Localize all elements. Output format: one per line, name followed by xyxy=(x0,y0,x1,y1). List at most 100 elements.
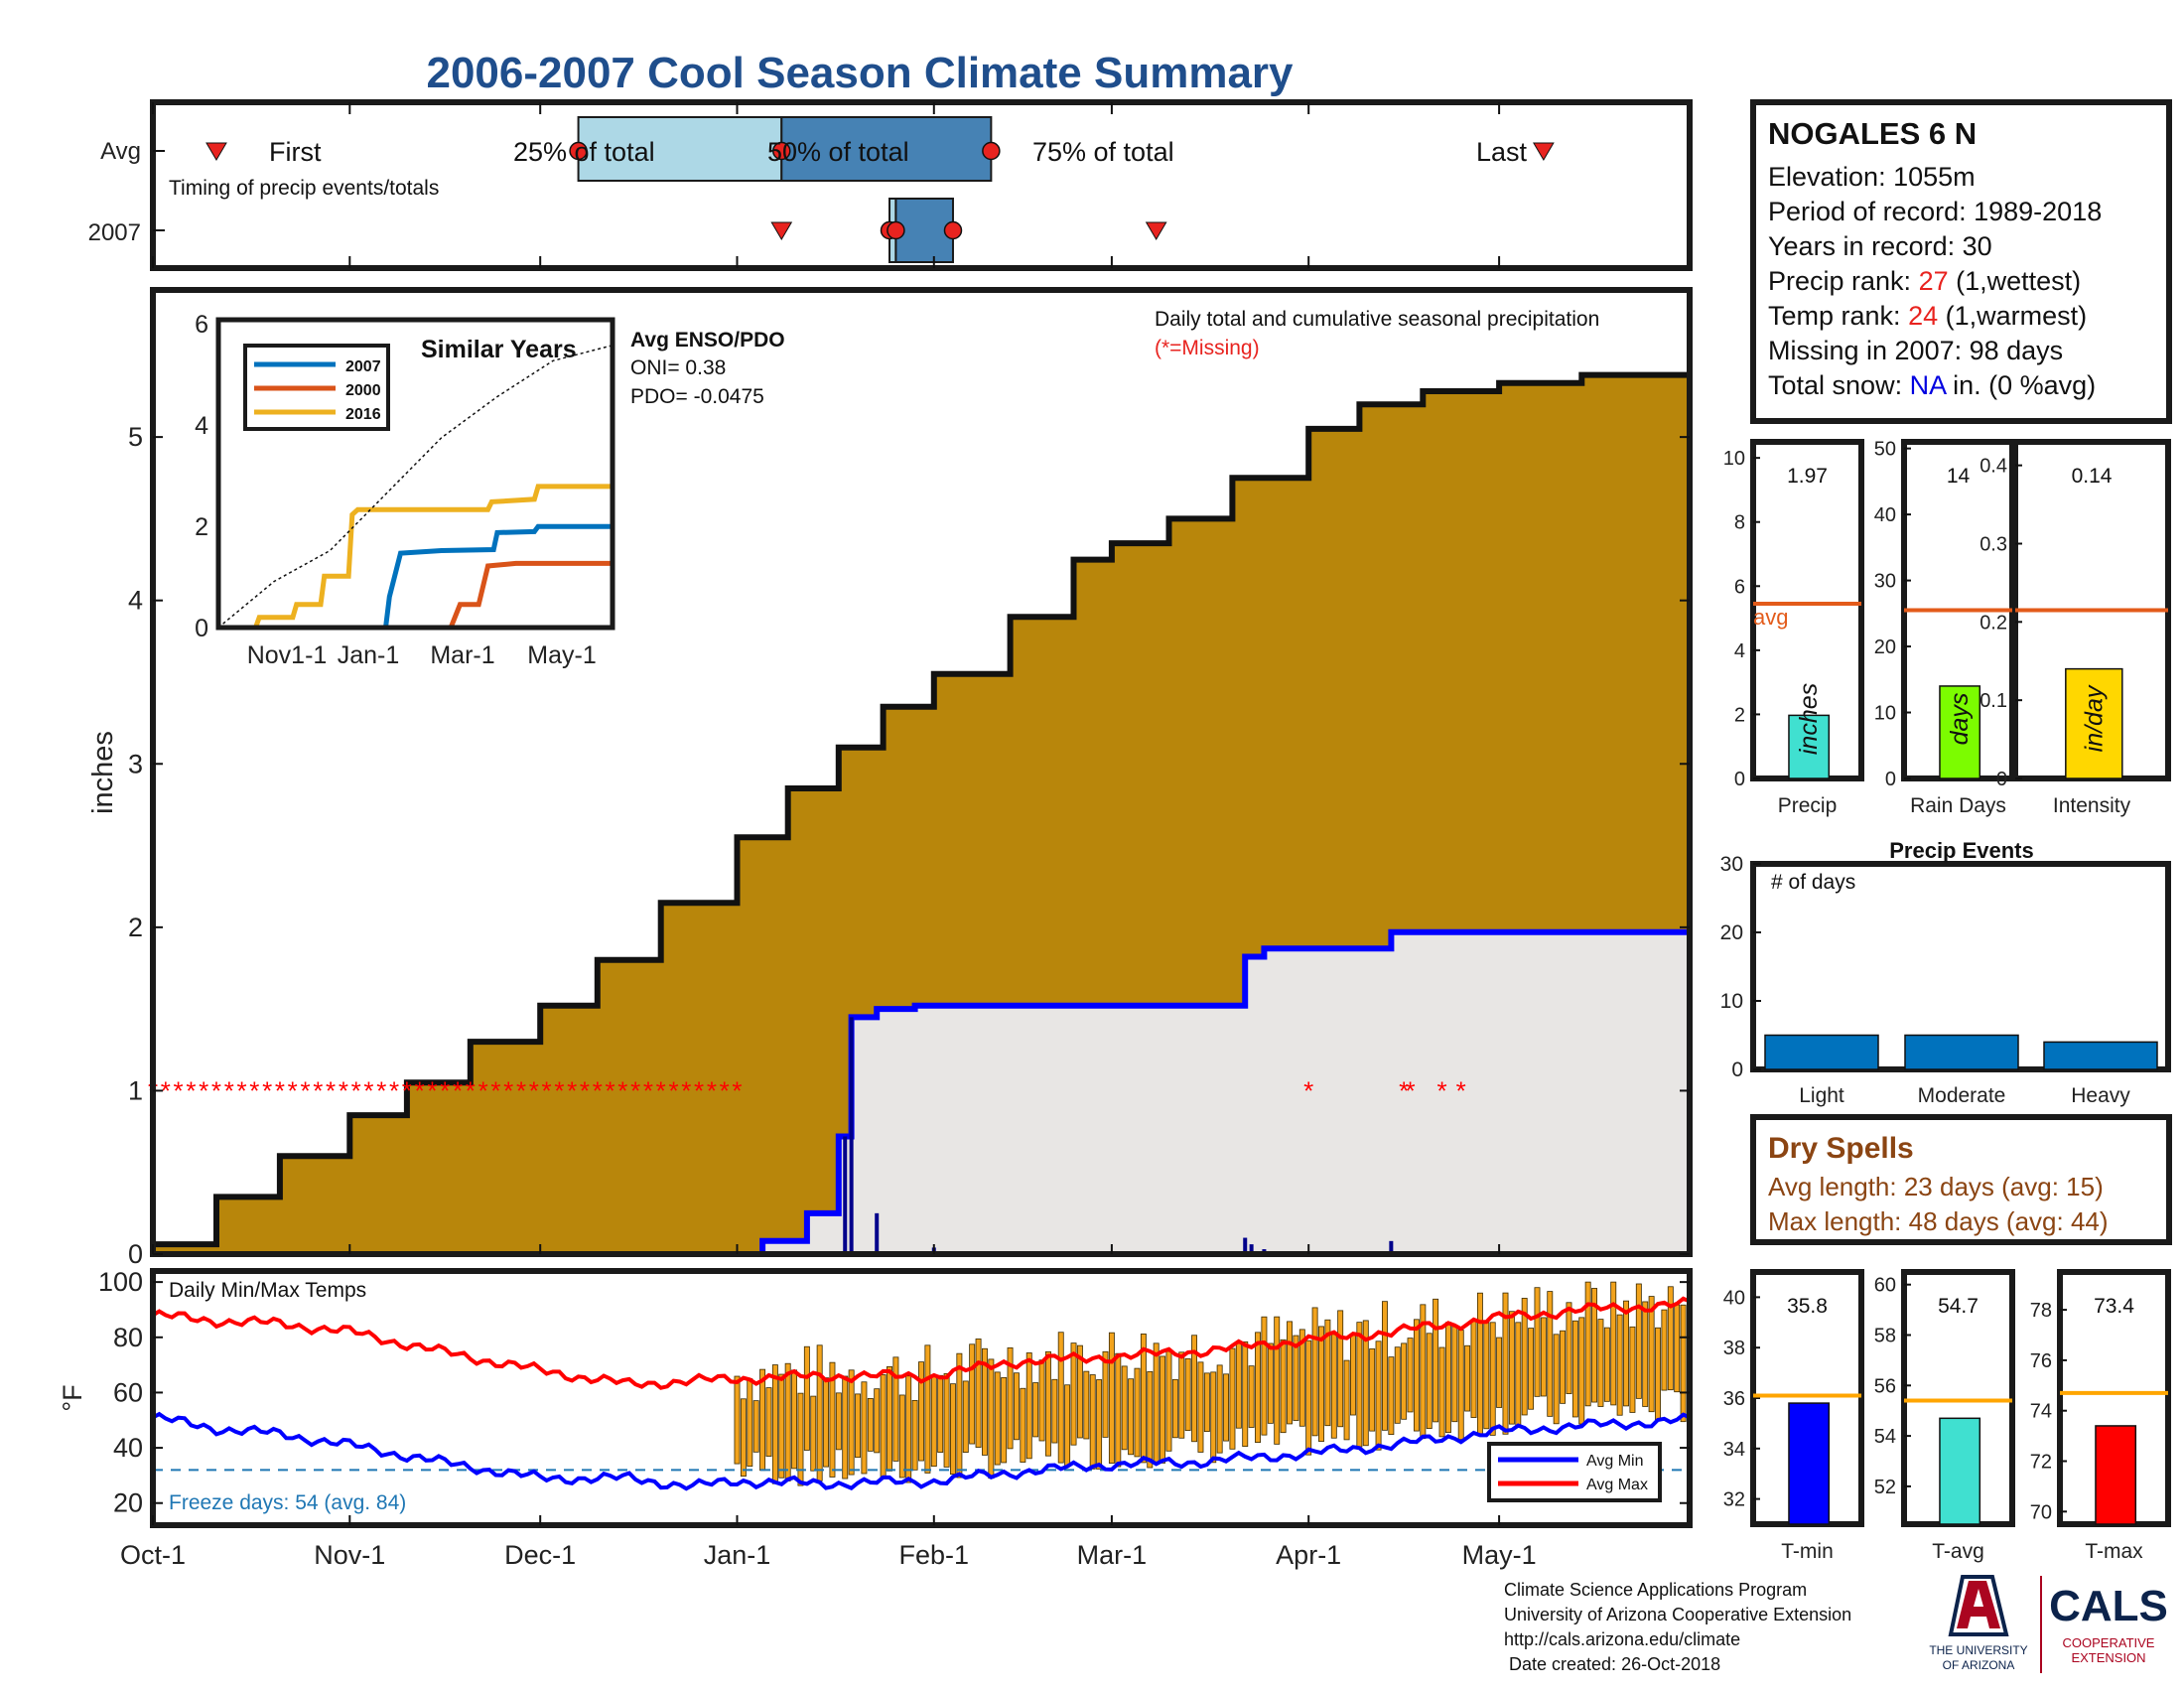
daily-temp-bar xyxy=(1350,1334,1356,1416)
events-tick-label: 0 xyxy=(1731,1058,1743,1081)
daily-temp-bar xyxy=(1566,1302,1572,1394)
daily-temp-bar xyxy=(842,1375,849,1480)
events-title: Precip Events xyxy=(1889,838,2034,863)
missing-marker: * xyxy=(1399,1075,1409,1105)
events-note: # of days xyxy=(1771,871,1855,894)
events-tick-label: 20 xyxy=(1720,921,1743,944)
timing-row-label-avg: Avg xyxy=(100,138,141,165)
precip-tick-label: 6 xyxy=(1734,576,1745,598)
rain-days-tick-label: 40 xyxy=(1874,504,1896,526)
missing-marker: * xyxy=(503,1075,513,1105)
missing-marker: * xyxy=(427,1075,437,1105)
events-bar-light xyxy=(1764,1034,1879,1070)
tmax-tick-label: 76 xyxy=(2030,1350,2052,1372)
daily-temp-bar xyxy=(1642,1301,1649,1407)
tmax-xlabel: T-max xyxy=(2085,1540,2143,1563)
season-xtick-label: Jan-1 xyxy=(704,1540,771,1570)
daily-temp-bar xyxy=(898,1394,905,1479)
daily-temp-bar xyxy=(1032,1382,1039,1438)
missing-marker: * xyxy=(554,1075,564,1105)
daily-temp-bar xyxy=(1407,1338,1414,1413)
intensity-xlabel: Intensity xyxy=(2053,794,2131,817)
temp-rank-value: 24 xyxy=(1908,301,1938,331)
missing-marker: * xyxy=(720,1075,730,1105)
daily-temp-bar xyxy=(1184,1357,1191,1432)
events-bar-heavy xyxy=(2043,1041,2158,1070)
daily-temp-bar xyxy=(1553,1334,1560,1425)
timing-label-last: Last xyxy=(1476,137,1528,167)
rain-days-xlabel: Rain Days xyxy=(1910,794,2006,817)
enso-title: Avg ENSO/PDO xyxy=(630,329,785,352)
daily-temp-bar xyxy=(950,1383,956,1476)
temp-ylabel: °F xyxy=(58,1384,87,1411)
daily-temp-bar xyxy=(1508,1311,1515,1425)
intensity-tick-label: 0 xyxy=(1996,769,2007,790)
daily-temp-bar xyxy=(1318,1326,1324,1442)
missing-marker: * xyxy=(516,1075,526,1105)
pdo-value: PDO= -0.0475 xyxy=(630,385,764,408)
daily-temp-bar xyxy=(1210,1371,1217,1464)
rain-days-unit: days xyxy=(1946,693,1974,746)
missing-marker: * xyxy=(605,1075,614,1105)
missing-marker: * xyxy=(617,1075,627,1105)
main-ytick-label: 3 xyxy=(128,749,143,778)
daily-temp-bar xyxy=(1470,1320,1477,1418)
daily-temp-bar xyxy=(930,1376,937,1468)
missing-marker: * xyxy=(1456,1075,1466,1105)
daily-temp-bar xyxy=(1502,1292,1509,1435)
daily-temp-bar xyxy=(1096,1379,1103,1470)
daily-temp-bar xyxy=(1134,1367,1141,1458)
timing-yr-50-marker xyxy=(887,220,905,240)
inset-legend-2000: 2000 xyxy=(345,382,381,399)
daily-temp-bar xyxy=(1571,1320,1578,1418)
daily-temp-bar xyxy=(1616,1314,1623,1416)
daily-temp-bar xyxy=(1476,1292,1483,1435)
daily-temp-bar xyxy=(1203,1372,1210,1433)
avg-max-line xyxy=(151,1296,1691,1390)
timing-avg-25-marker xyxy=(569,141,588,161)
average-precip-area xyxy=(153,928,1693,1257)
inset-ytick-2: 2 xyxy=(195,513,208,541)
inset-avg-line xyxy=(217,345,614,629)
daily-temp-bar xyxy=(771,1364,778,1484)
timing-yr-last-marker xyxy=(1145,221,1167,240)
season-xtick-label: Oct-1 xyxy=(120,1540,186,1570)
daily-temp-bar xyxy=(1178,1351,1185,1439)
precip-tick-label: 4 xyxy=(1734,640,1745,662)
daily-temp-bar xyxy=(1121,1365,1128,1451)
daily-temp-bar xyxy=(1076,1344,1083,1439)
daily-temp-bar xyxy=(1267,1342,1274,1424)
missing-marker: * xyxy=(593,1075,603,1105)
daily-temp-bar xyxy=(1464,1344,1471,1412)
timing-label-50: 50% of total xyxy=(767,137,909,167)
timing-label-75: 75% of total xyxy=(1032,137,1174,167)
ua-logo-text: THE UNIVERSITY xyxy=(1929,1643,2027,1657)
rain-days-tick-label: 10 xyxy=(1874,703,1896,725)
cals-ext-text: EXTENSION xyxy=(2071,1650,2145,1665)
page-title: 2006-2007 Cool Season Climate Summary xyxy=(426,49,1294,97)
daily-temp-bar xyxy=(778,1373,785,1479)
daily-temp-bar xyxy=(797,1392,804,1486)
daily-temp-bar xyxy=(892,1356,899,1462)
missing-marker: * xyxy=(1405,1075,1415,1105)
oni-value: ONI= 0.38 xyxy=(630,356,726,379)
inset-line-2007 xyxy=(218,523,613,631)
season-xtick-label: May-1 xyxy=(1462,1540,1537,1570)
tmax-tick-label: 78 xyxy=(2030,1300,2052,1322)
main-chart-axes: 0 1 2 3 4 5 xyxy=(128,422,1690,1269)
missing-marker: * xyxy=(339,1075,348,1105)
missing-marker: * xyxy=(174,1075,184,1105)
daily-temp-bar xyxy=(1451,1326,1458,1423)
daily-temp-bar xyxy=(1248,1365,1255,1428)
missing-marker: * xyxy=(681,1075,691,1105)
missing-note: (*=Missing) xyxy=(1155,337,1260,359)
daily-temp-bar xyxy=(740,1398,747,1478)
missing-marker: * xyxy=(1436,1075,1446,1105)
temperature-chart: 20 40 60 80 100 Daily Min/Max Temps °F Freez… xyxy=(58,1267,1693,1528)
daily-temp-bar xyxy=(1375,1340,1382,1451)
rain-days-tick-label: 30 xyxy=(1874,571,1896,593)
temp-ytick-label: 20 xyxy=(113,1488,143,1518)
missing-marker: * xyxy=(656,1075,666,1105)
timing-label-first: First xyxy=(269,137,322,167)
